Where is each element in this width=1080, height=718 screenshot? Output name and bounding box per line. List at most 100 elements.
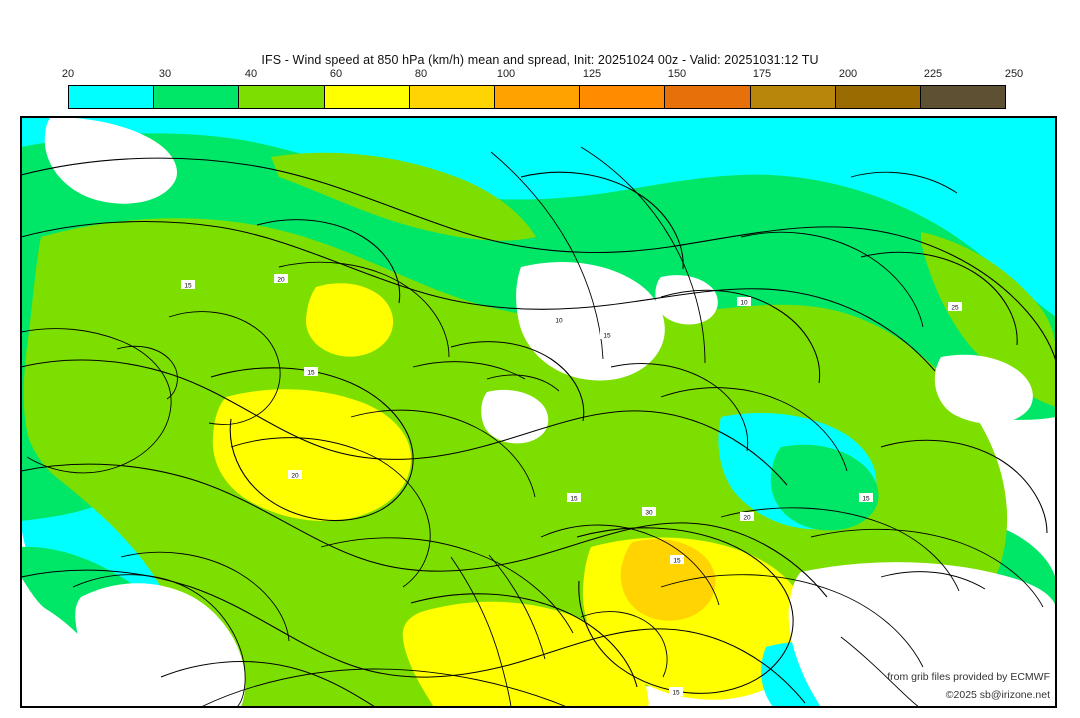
band-40-60-b — [271, 152, 536, 241]
filled-contour-field — [21, 117, 1056, 707]
coastline-britain — [168, 311, 281, 425]
spread-contour-c — [21, 359, 788, 486]
coastline-adriatic — [488, 554, 546, 660]
coastline-france — [230, 437, 431, 588]
coastline-biscay — [120, 551, 290, 642]
contour-label: 15 — [600, 330, 614, 340]
band-60-80-a — [212, 389, 412, 521]
spread-contour-lines — [21, 157, 1056, 707]
coastline-scandinavia-e — [580, 146, 706, 364]
contour-label: 15 — [669, 687, 683, 697]
contour-label: 15 — [859, 493, 873, 503]
svg-text:15: 15 — [673, 558, 681, 565]
spread-contour-k — [660, 289, 821, 384]
colorbar-band-30-40 — [154, 86, 240, 108]
coastline-mediterranean-n — [320, 537, 574, 634]
border-central-europe-a — [350, 409, 536, 498]
coastline-greece — [580, 611, 668, 678]
coastline-baltic — [610, 363, 749, 452]
colorbar-tick-150: 150 — [667, 68, 687, 80]
colorbar-band-80-100 — [409, 86, 495, 108]
spread-contour-o — [450, 341, 585, 422]
map-canvas: 1520101510152015302015251520201520 — [21, 117, 1056, 707]
band-40-60-c — [921, 232, 1056, 407]
spread-contour-e — [21, 569, 806, 704]
colorbar-band-20-30 — [69, 86, 155, 108]
border-central-europe-b — [412, 361, 526, 380]
coastline-atlantic-west — [21, 328, 172, 474]
colorbar-band-100-125 — [494, 86, 581, 108]
spread-contour-i — [410, 593, 638, 688]
spread-contour-b — [21, 221, 936, 372]
svg-text:15: 15 — [184, 283, 192, 290]
spread-contour-m — [880, 439, 1048, 534]
border-eastern-europe — [660, 387, 848, 472]
colorbar-tick-labels: 20 30 40 60 80 100 125 150 175 200 225 2… — [62, 68, 1023, 83]
spread-contour-g — [210, 367, 414, 522]
colorbar-tick-40: 40 — [244, 68, 258, 80]
contour-label: 15 — [670, 555, 684, 565]
contour-label: 15 — [304, 367, 318, 377]
coastline-turkey — [660, 574, 924, 668]
coastline-italy — [450, 556, 512, 707]
band-80-100-a — [620, 539, 716, 621]
spread-contour-a — [21, 157, 1056, 362]
calm-zone-east — [788, 562, 1056, 707]
coastline-ireland — [116, 345, 178, 400]
contour-label: 20 — [288, 470, 302, 480]
page-title: IFS - Wind speed at 850 hPa (km/h) mean … — [261, 53, 819, 67]
colorbar-tick-225: 225 — [923, 68, 943, 80]
calm-zone-small-d — [934, 354, 1033, 424]
border-russia-s — [810, 528, 1044, 608]
colorbar-band-150-175 — [665, 86, 751, 108]
contour-label: 25 — [948, 302, 962, 312]
calm-zone-small-a — [481, 389, 549, 444]
coastline-balkans — [540, 524, 720, 606]
svg-text:15: 15 — [862, 496, 870, 503]
calm-zone-iberia — [75, 583, 246, 707]
map-frame — [21, 117, 1056, 707]
calm-zone-small-b — [655, 275, 718, 325]
colorbar-tick-80: 80 — [414, 68, 428, 80]
svg-text:20: 20 — [277, 277, 285, 284]
colorbar-band-60-80 — [324, 86, 410, 108]
svg-text:10: 10 — [555, 318, 563, 325]
band-60-80-b — [402, 601, 649, 707]
detail-green-a — [770, 444, 879, 531]
svg-text:30: 30 — [645, 510, 653, 517]
colorbar-gradient — [68, 85, 1006, 109]
contour-label: 10 — [737, 297, 751, 307]
svg-text:20: 20 — [743, 515, 751, 522]
contour-label: 15 — [567, 493, 581, 503]
coastline-northsea — [278, 261, 450, 358]
svg-text:20: 20 — [291, 473, 299, 480]
colorbar-tick-250: 250 — [1004, 68, 1024, 80]
coastlines-layer — [21, 146, 1044, 707]
coastline-scandinavia-w — [490, 151, 604, 360]
data-source-credit: from grib files provided by ECMWF — [887, 671, 1050, 683]
colorbar-tick-60: 60 — [329, 68, 343, 80]
spread-contour-j — [520, 171, 684, 270]
svg-text:15: 15 — [307, 370, 315, 377]
colorbar-band-200-225 — [835, 86, 921, 108]
svg-text:15: 15 — [603, 333, 611, 340]
colorbar-tick-100: 100 — [496, 68, 516, 80]
spread-contour-f — [160, 661, 376, 707]
coastline-iberia — [72, 574, 246, 707]
svg-text:10: 10 — [740, 300, 748, 307]
colorbar-tick-20: 20 — [61, 68, 75, 80]
spread-contour-labels: 1520101510152015302015251520201520 — [181, 274, 962, 697]
svg-text:15: 15 — [570, 496, 578, 503]
spread-contour-d — [21, 463, 828, 598]
svg-text:15: 15 — [672, 690, 680, 697]
coastline-levant — [840, 636, 920, 707]
map-panel[interactable]: 1520101510152015302015251520201520 from … — [20, 116, 1057, 708]
border-north-a — [740, 231, 924, 328]
spread-contour-n — [256, 219, 401, 304]
contour-label: 20 — [274, 274, 288, 284]
colorbar-tick-125: 125 — [582, 68, 602, 80]
colorbar-band-175-200 — [750, 86, 836, 108]
calm-zone-north — [516, 262, 665, 381]
contour-label: 15 — [181, 280, 195, 290]
